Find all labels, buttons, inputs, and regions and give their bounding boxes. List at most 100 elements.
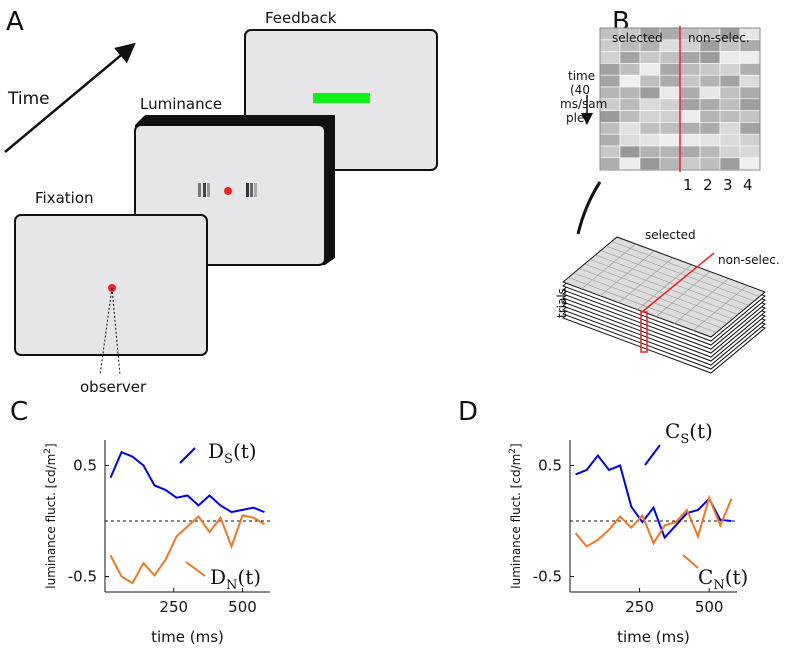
legend-sub: N <box>713 578 724 593</box>
series-line <box>574 494 733 548</box>
y-tick-label: 0.5 <box>538 457 562 475</box>
y-label-text: luminance fluct. [cd/m <box>44 454 58 589</box>
matrix-cell <box>639 110 661 123</box>
matrix-cell <box>639 63 661 76</box>
screen-label: Luminance <box>140 95 222 113</box>
matrix-cell <box>739 51 761 64</box>
legend-label: CN(t) <box>698 565 748 593</box>
matrix-cell <box>719 63 741 76</box>
non-selected-label: non-selec. <box>688 31 750 45</box>
sight-lines <box>99 287 121 376</box>
column-number: 4 <box>743 176 753 194</box>
legend-label: CS(t) <box>665 419 713 447</box>
layer-grid <box>655 271 710 318</box>
legend-swatch <box>682 554 699 569</box>
matrix-cell <box>719 74 741 88</box>
matrix-cell <box>619 110 641 123</box>
x-tick-label: 250 <box>625 598 654 616</box>
series-line <box>109 514 266 585</box>
matrix-cell <box>599 74 621 88</box>
matrix-cell <box>619 98 641 111</box>
layer-grid <box>600 250 749 306</box>
y-axis-label: luminance fluct. [cd/m2] <box>43 443 58 588</box>
matrix-cell <box>699 122 721 135</box>
matrix <box>599 26 761 172</box>
trial-stack <box>562 236 766 374</box>
time-label: Time <box>7 89 50 109</box>
matrix-cell <box>619 133 641 147</box>
matrix-cell <box>619 86 641 100</box>
x-axis-label: time (ms) <box>617 628 690 646</box>
matrix-cell <box>699 51 721 64</box>
stack-non-selected-label: non-selec. <box>718 253 780 267</box>
matrix-cell <box>699 74 721 88</box>
column-number: 3 <box>723 176 733 194</box>
matrix-cell <box>659 74 681 88</box>
matrix-cell <box>679 145 701 159</box>
matrix-cell <box>699 63 721 76</box>
y-label-sup: 2 <box>508 448 518 454</box>
x-axis-label: time (ms) <box>151 628 224 646</box>
time-arrow <box>4 42 136 153</box>
screen-label: Fixation <box>35 189 94 207</box>
matrix-cell <box>679 98 701 111</box>
legend-name: C <box>665 419 680 443</box>
divider-edge <box>640 311 648 353</box>
legend-name: C <box>698 565 713 589</box>
matrix-cell <box>659 157 681 170</box>
y-tick-label: -0.5 <box>68 567 97 585</box>
matrix-cell <box>619 145 641 159</box>
legend-sub: S <box>680 432 689 447</box>
matrix-cell <box>699 110 721 123</box>
matrix-cell <box>659 145 681 159</box>
legend-label: DN(t) <box>210 565 261 593</box>
panel-label: A <box>6 7 24 37</box>
matrix-cell <box>739 74 761 88</box>
time-note: ple) <box>566 111 589 125</box>
matrix-cell <box>679 133 701 147</box>
matrix-cell <box>679 157 701 170</box>
panel-label: C <box>10 397 28 427</box>
matrix-cell <box>659 51 681 64</box>
matrix-cell <box>739 98 761 111</box>
matrix-cell <box>679 110 701 123</box>
matrix-cell <box>699 133 721 147</box>
y-label-text: luminance fluct. [cd/m <box>509 454 523 589</box>
layer-grid <box>611 241 760 297</box>
gratings <box>198 183 257 197</box>
x-tick-label: 500 <box>228 598 257 616</box>
legend-name: D <box>210 565 226 589</box>
legend-sub: S <box>224 452 233 467</box>
y-axis-label: luminance fluct. [cd/m2] <box>508 443 523 588</box>
layer-grid <box>606 245 755 302</box>
matrix-cell <box>599 157 621 170</box>
matrix-cell <box>659 63 681 76</box>
time-note: (40 <box>570 83 590 97</box>
matrix-cell <box>659 39 681 52</box>
time-note: time <box>568 69 595 83</box>
layer-grid <box>673 278 729 325</box>
matrix-cell <box>739 63 761 76</box>
selected-label: selected <box>612 31 663 45</box>
screen-label: Feedback <box>265 9 337 27</box>
matrix-cell <box>599 133 621 147</box>
series-line <box>109 450 265 514</box>
legend-suffix: (t) <box>725 565 749 589</box>
matrix-cell <box>699 157 721 170</box>
matrix-cell <box>699 98 721 111</box>
matrix-cell <box>739 122 761 135</box>
legend-name: D <box>208 439 224 463</box>
y-tick-label: 0.5 <box>73 457 97 475</box>
layer-grid <box>595 254 744 311</box>
matrix-cell <box>699 145 721 159</box>
fixation-dot <box>224 187 232 195</box>
layer-grid <box>584 263 733 320</box>
column-number: 2 <box>703 176 713 194</box>
y-label-sup: 2 <box>43 448 53 454</box>
matrix-cell <box>659 98 681 111</box>
matrix-cell <box>719 145 741 159</box>
layer-grid <box>573 272 722 329</box>
matrix-cell <box>639 98 661 111</box>
matrix-cell <box>619 63 641 76</box>
